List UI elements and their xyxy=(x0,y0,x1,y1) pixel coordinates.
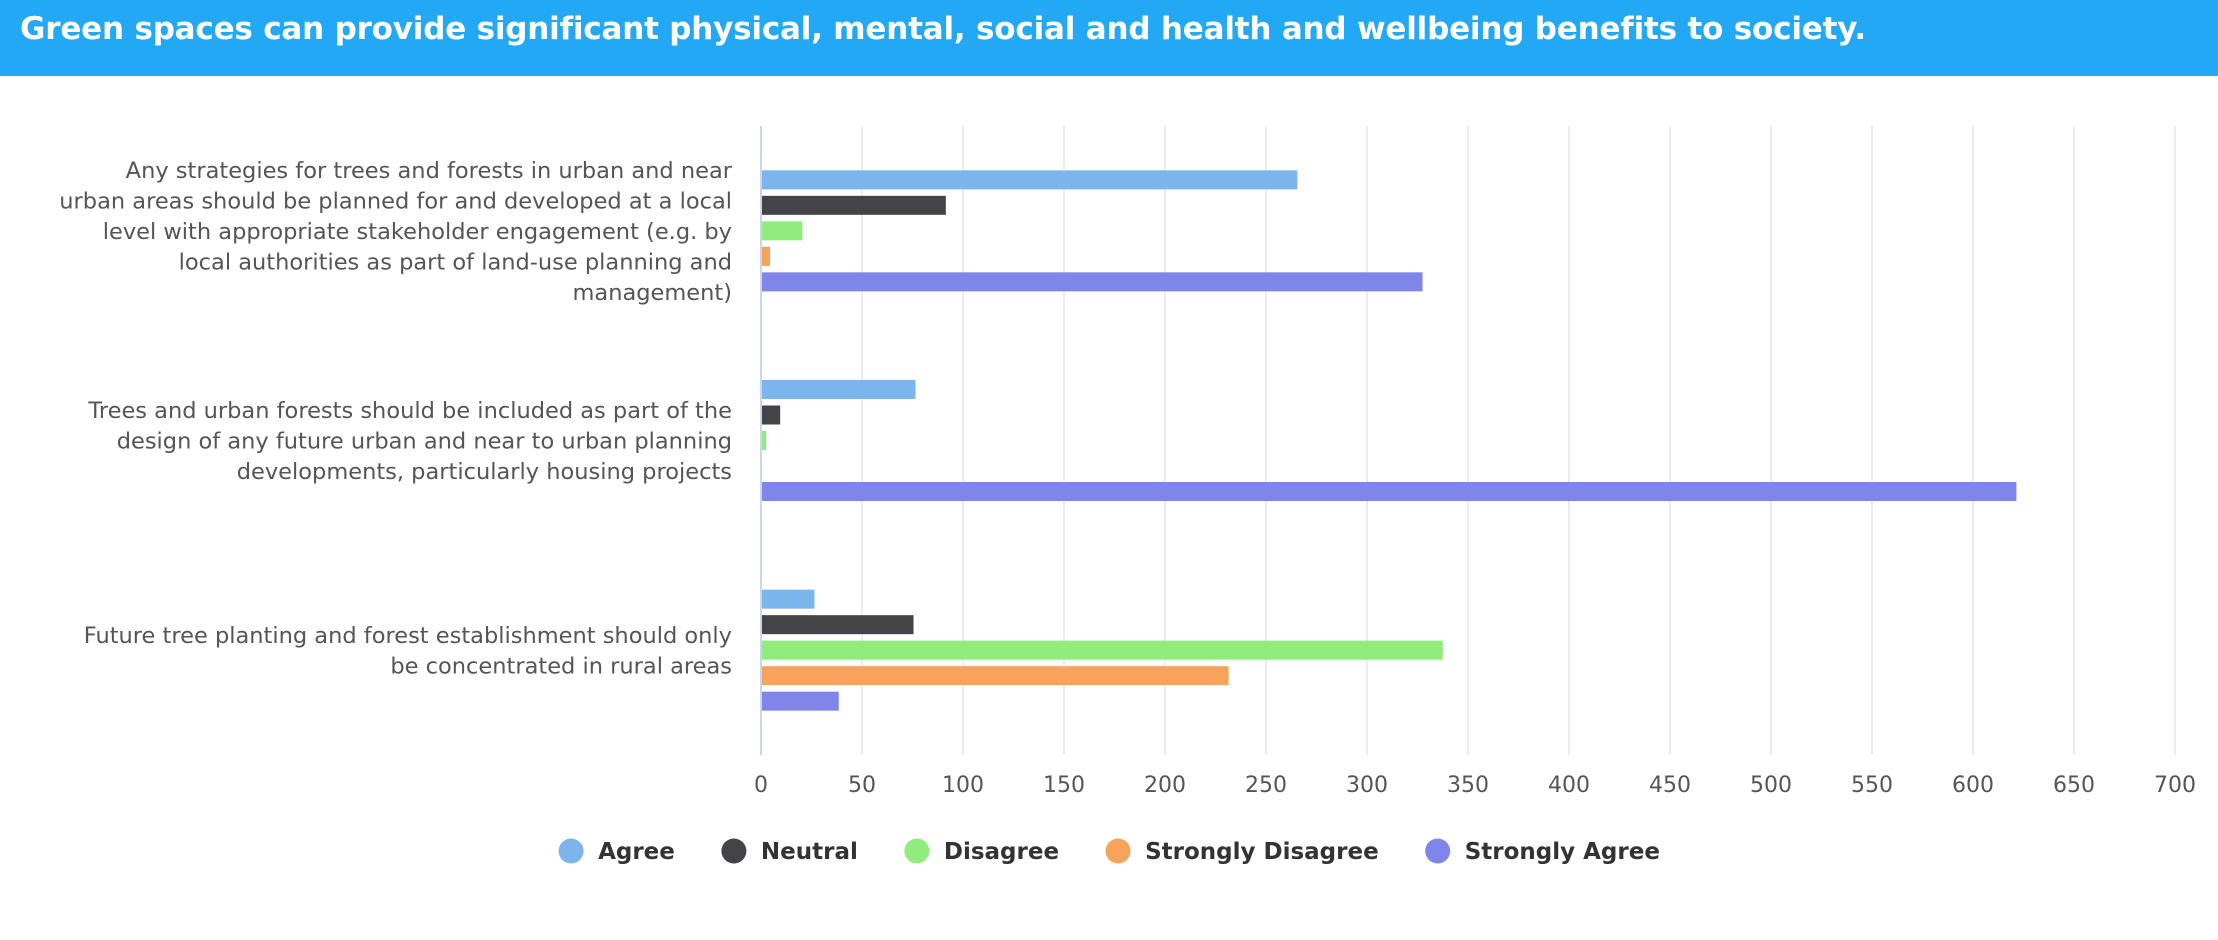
x-tick-label: 700 xyxy=(2154,773,2196,798)
category-label-line: level with appropriate stakeholder engag… xyxy=(103,219,732,245)
x-tick-label: 100 xyxy=(942,773,984,798)
legend-item-strongly-disagree[interactable]: Strongly Disagree xyxy=(1105,838,1379,866)
bar-disagree[interactable] xyxy=(762,640,1443,660)
x-tick-label: 300 xyxy=(1346,773,1388,798)
x-tick-label: 650 xyxy=(2053,773,2095,798)
x-tick-label: 550 xyxy=(1851,773,1893,798)
category-label-line: be concentrated in rural areas xyxy=(390,653,732,679)
legend-swatch xyxy=(558,838,584,864)
category-label-line: Future tree planting and forest establis… xyxy=(84,623,732,649)
x-tick-label: 200 xyxy=(1144,773,1186,798)
bar-neutral[interactable] xyxy=(762,615,914,635)
legend-label: Strongly Agree xyxy=(1465,839,1660,865)
legend-item-neutral[interactable]: Neutral xyxy=(721,838,858,866)
legend-item-agree[interactable]: Agree xyxy=(558,838,675,866)
category-label: Future tree planting and forest establis… xyxy=(84,623,732,680)
bar-strongly-agree[interactable] xyxy=(762,482,2017,501)
bar-strongly-disagree[interactable] xyxy=(762,246,771,266)
bar-agree[interactable] xyxy=(762,170,1298,190)
x-tick-labels: 0 50 100 150 200 250 300 350 400 450 500 550 600 650 7… xyxy=(754,773,2196,798)
x-tick-label: 450 xyxy=(1649,773,1691,798)
bar-disagree[interactable] xyxy=(762,221,803,241)
legend: Agree Neutral Disagree Strongly Disagree Str… xyxy=(558,838,1660,866)
bar-agree[interactable] xyxy=(762,589,815,609)
legend-label: Neutral xyxy=(761,839,858,865)
x-tick-label: 350 xyxy=(1447,773,1489,798)
bar-neutral[interactable] xyxy=(762,405,781,425)
category-label-line: design of any future urban and near to u… xyxy=(117,429,732,455)
bar-strongly-disagree[interactable] xyxy=(762,666,1229,686)
x-tick-label: 400 xyxy=(1548,773,1590,798)
x-tick-label: 0 xyxy=(754,773,768,798)
category-label-line: Any strategies for trees and forests in … xyxy=(126,158,733,184)
legend-label: Agree xyxy=(598,839,675,865)
x-tick-label: 150 xyxy=(1043,773,1085,798)
chart-header: Green spaces can provide significant phy… xyxy=(0,0,2218,76)
bar-agree[interactable] xyxy=(762,380,916,399)
category-label-line: urban areas should be planned for and de… xyxy=(59,188,732,214)
x-tick-label: 500 xyxy=(1750,773,1792,798)
legend-swatch xyxy=(1425,838,1451,864)
legend-item-strongly-agree[interactable]: Strongly Agree xyxy=(1425,838,1660,866)
legend-item-disagree[interactable]: Disagree xyxy=(904,838,1059,866)
bars xyxy=(762,170,2017,711)
category-label-line: Trees and urban forests should be includ… xyxy=(87,398,732,424)
category-label-line: management) xyxy=(573,280,733,306)
x-tick-label: 600 xyxy=(1952,773,1994,798)
legend-label: Disagree xyxy=(944,839,1059,865)
category-label-line: developments, particularly housing proje… xyxy=(237,459,732,485)
category-label-line: local authorities as part of land-use pl… xyxy=(179,249,732,275)
chart-area: Any strategies for trees and forests in … xyxy=(0,76,2218,936)
x-tick-label: 250 xyxy=(1245,773,1287,798)
category-label: Any strategies for trees and forests in … xyxy=(59,158,732,306)
grid-lines xyxy=(861,126,2176,755)
x-tick-label: 50 xyxy=(848,773,876,798)
legend-swatch xyxy=(721,838,747,864)
bar-neutral[interactable] xyxy=(762,195,946,215)
legend-swatch xyxy=(1105,838,1131,864)
bar-disagree[interactable] xyxy=(762,431,767,450)
category-label: Trees and urban forests should be includ… xyxy=(87,398,732,485)
bar-strongly-agree[interactable] xyxy=(762,272,1423,292)
page-title: Green spaces can provide significant phy… xyxy=(20,11,1866,47)
legend-swatch xyxy=(904,838,930,864)
bar-chart: Any strategies for trees and forests in … xyxy=(59,126,2196,866)
bar-strongly-agree[interactable] xyxy=(762,691,839,711)
legend-label: Strongly Disagree xyxy=(1145,839,1379,865)
category-labels: Any strategies for trees and forests in … xyxy=(59,158,732,680)
